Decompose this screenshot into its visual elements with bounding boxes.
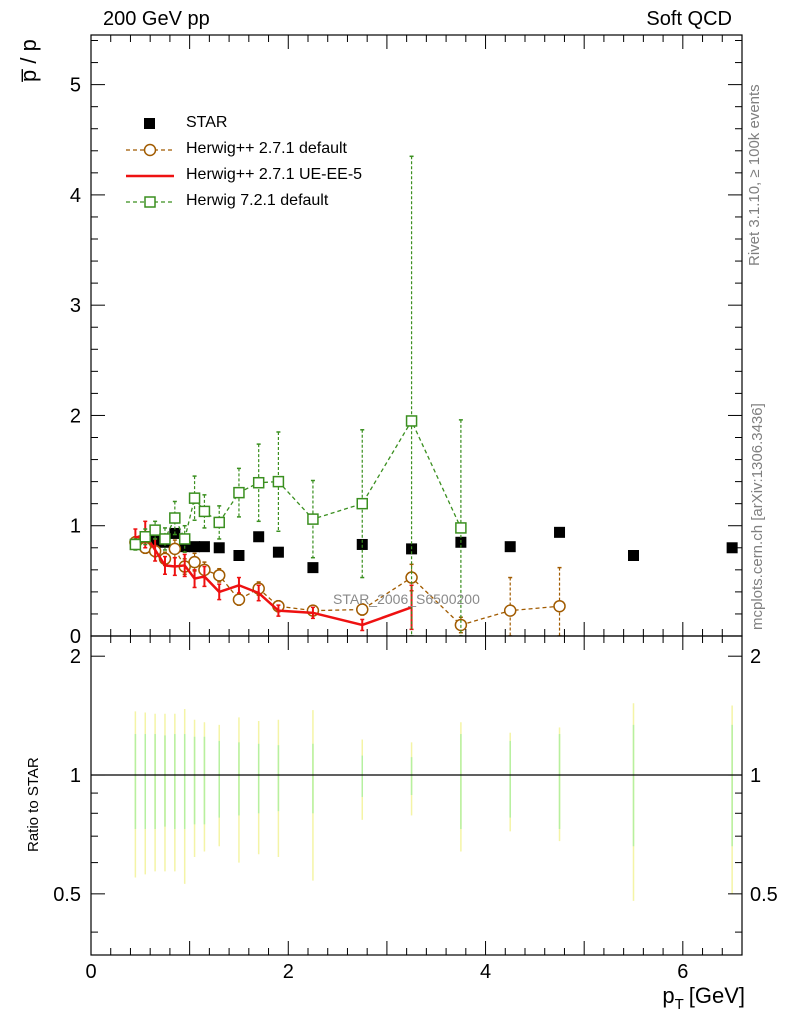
ytick-ratio-label-left-1: 1 xyxy=(70,765,81,787)
series-3-point-6 xyxy=(188,492,201,504)
series-3-point-8 xyxy=(213,516,225,529)
series-3-point-4 xyxy=(169,512,181,524)
ytick-ratio-label-left-2: 2 xyxy=(70,646,81,668)
right-title: Soft QCD xyxy=(646,8,732,30)
xtick-label-4: 4 xyxy=(480,961,491,983)
xlabel: pT [GeV] xyxy=(662,983,745,1013)
series-0-point-7 xyxy=(198,541,210,553)
series-1-point-6 xyxy=(188,555,201,569)
series-0-point-9 xyxy=(233,549,245,561)
series-0-point-10 xyxy=(253,531,265,543)
rivet-version: Rivet 3.1.10, ≥ 100k events xyxy=(746,84,763,266)
ratio-uncertainty-band xyxy=(134,703,733,901)
series-3-point-2 xyxy=(149,524,161,536)
axis-titles: p̅ / p Ratio to STAR pT [GeV] STAR_2006_S… xyxy=(16,39,745,1013)
plot-frames xyxy=(90,34,743,956)
series-0-point-12 xyxy=(307,562,319,574)
legend-marker-star xyxy=(144,118,155,129)
series-0 xyxy=(129,526,738,574)
ytick-main-label-4: 4 xyxy=(70,185,81,207)
series-0-point-8 xyxy=(213,542,225,554)
xtick-label-2: 2 xyxy=(283,961,294,983)
xlabel-sub: T xyxy=(675,996,684,1013)
series-layer xyxy=(129,155,738,636)
series-0-point-11 xyxy=(272,546,284,558)
xtick-label-0: 0 xyxy=(85,961,96,983)
ylabel-ratio: Ratio to STAR xyxy=(25,757,42,852)
series-3-point-9 xyxy=(233,486,245,499)
series-1-point-4 xyxy=(168,542,182,556)
ytick-main-label-5: 5 xyxy=(70,75,81,97)
legend-label-herwig-default: Herwig++ 2.7.1 default xyxy=(186,140,347,157)
series-0-point-16 xyxy=(504,541,516,553)
series-3-point-3 xyxy=(159,533,171,545)
legend-entry-herwig7: Herwig 7.2.1 default xyxy=(120,190,420,214)
legend-marker-herwig-ueee5 xyxy=(126,174,174,178)
ytick-main-label-3: 3 xyxy=(70,295,81,317)
series-0-point-17 xyxy=(554,526,566,538)
series-1-point-9 xyxy=(232,593,246,606)
axis-ticks xyxy=(90,35,743,955)
analysis-label: STAR_2006_S6500200 xyxy=(333,591,480,607)
legend-entry-herwig-default: Herwig++ 2.7.1 default xyxy=(120,138,420,162)
ytick-ratio-label-right-2: 2 xyxy=(750,646,761,668)
legend-marker-herwig-default xyxy=(126,143,174,157)
legend-label-herwig-ueee5: Herwig++ 2.7.1 UE-EE-5 xyxy=(186,166,363,183)
ytick-ratio-label-right-0.5: 0.5 xyxy=(750,884,778,906)
series-3 xyxy=(129,155,467,636)
series-3-point-13 xyxy=(356,497,368,510)
ytick-main-label-2: 2 xyxy=(70,405,81,427)
series-3-point-1 xyxy=(139,531,151,543)
series-3-point-15 xyxy=(455,522,467,534)
legend-entry-herwig-ueee5: Herwig++ 2.7.1 UE-EE-5 xyxy=(120,164,420,188)
legend-label-herwig7: Herwig 7.2.1 default xyxy=(186,192,329,209)
xlabel-unit: [GeV] xyxy=(689,983,745,1008)
ylabel-main: p̅ / p xyxy=(16,39,41,82)
ytick-ratio-label-right-1: 1 xyxy=(750,765,761,787)
legend-label-star: STAR xyxy=(186,114,228,131)
ytick-main-label-1: 1 xyxy=(70,516,81,538)
xlabel-main: p xyxy=(662,983,674,1008)
legend-marker-herwig7 xyxy=(126,196,174,208)
series-0-point-13 xyxy=(356,538,368,550)
xtick-label-6: 6 xyxy=(677,961,688,983)
series-0-point-19 xyxy=(726,542,738,554)
series-3-point-12 xyxy=(307,513,319,525)
series-1-point-16 xyxy=(503,604,517,617)
ratio-frame xyxy=(90,635,743,956)
series-3-point-0 xyxy=(129,538,142,551)
series-3-point-7 xyxy=(198,505,211,518)
series-1-line xyxy=(135,541,560,626)
ytick-ratio-label-left-0.5: 0.5 xyxy=(53,884,81,906)
series-3-point-5 xyxy=(178,533,191,545)
series-3-point-10 xyxy=(252,476,265,489)
series-3-point-14 xyxy=(405,415,418,427)
ytick-main-label-0: 0 xyxy=(70,626,81,648)
legend-entry-star: STAR xyxy=(120,112,420,136)
series-3-point-11 xyxy=(272,475,285,488)
series-1-point-17 xyxy=(553,599,566,613)
series-0-point-18 xyxy=(628,549,639,561)
series-1-point-13 xyxy=(356,603,369,616)
source-reference: mcplots.cern.ch [arXiv:1306.3436] xyxy=(749,403,766,630)
left-title: 200 GeV pp xyxy=(103,8,210,30)
series-0-point-6 xyxy=(189,541,201,553)
series-1-point-8 xyxy=(212,569,226,582)
